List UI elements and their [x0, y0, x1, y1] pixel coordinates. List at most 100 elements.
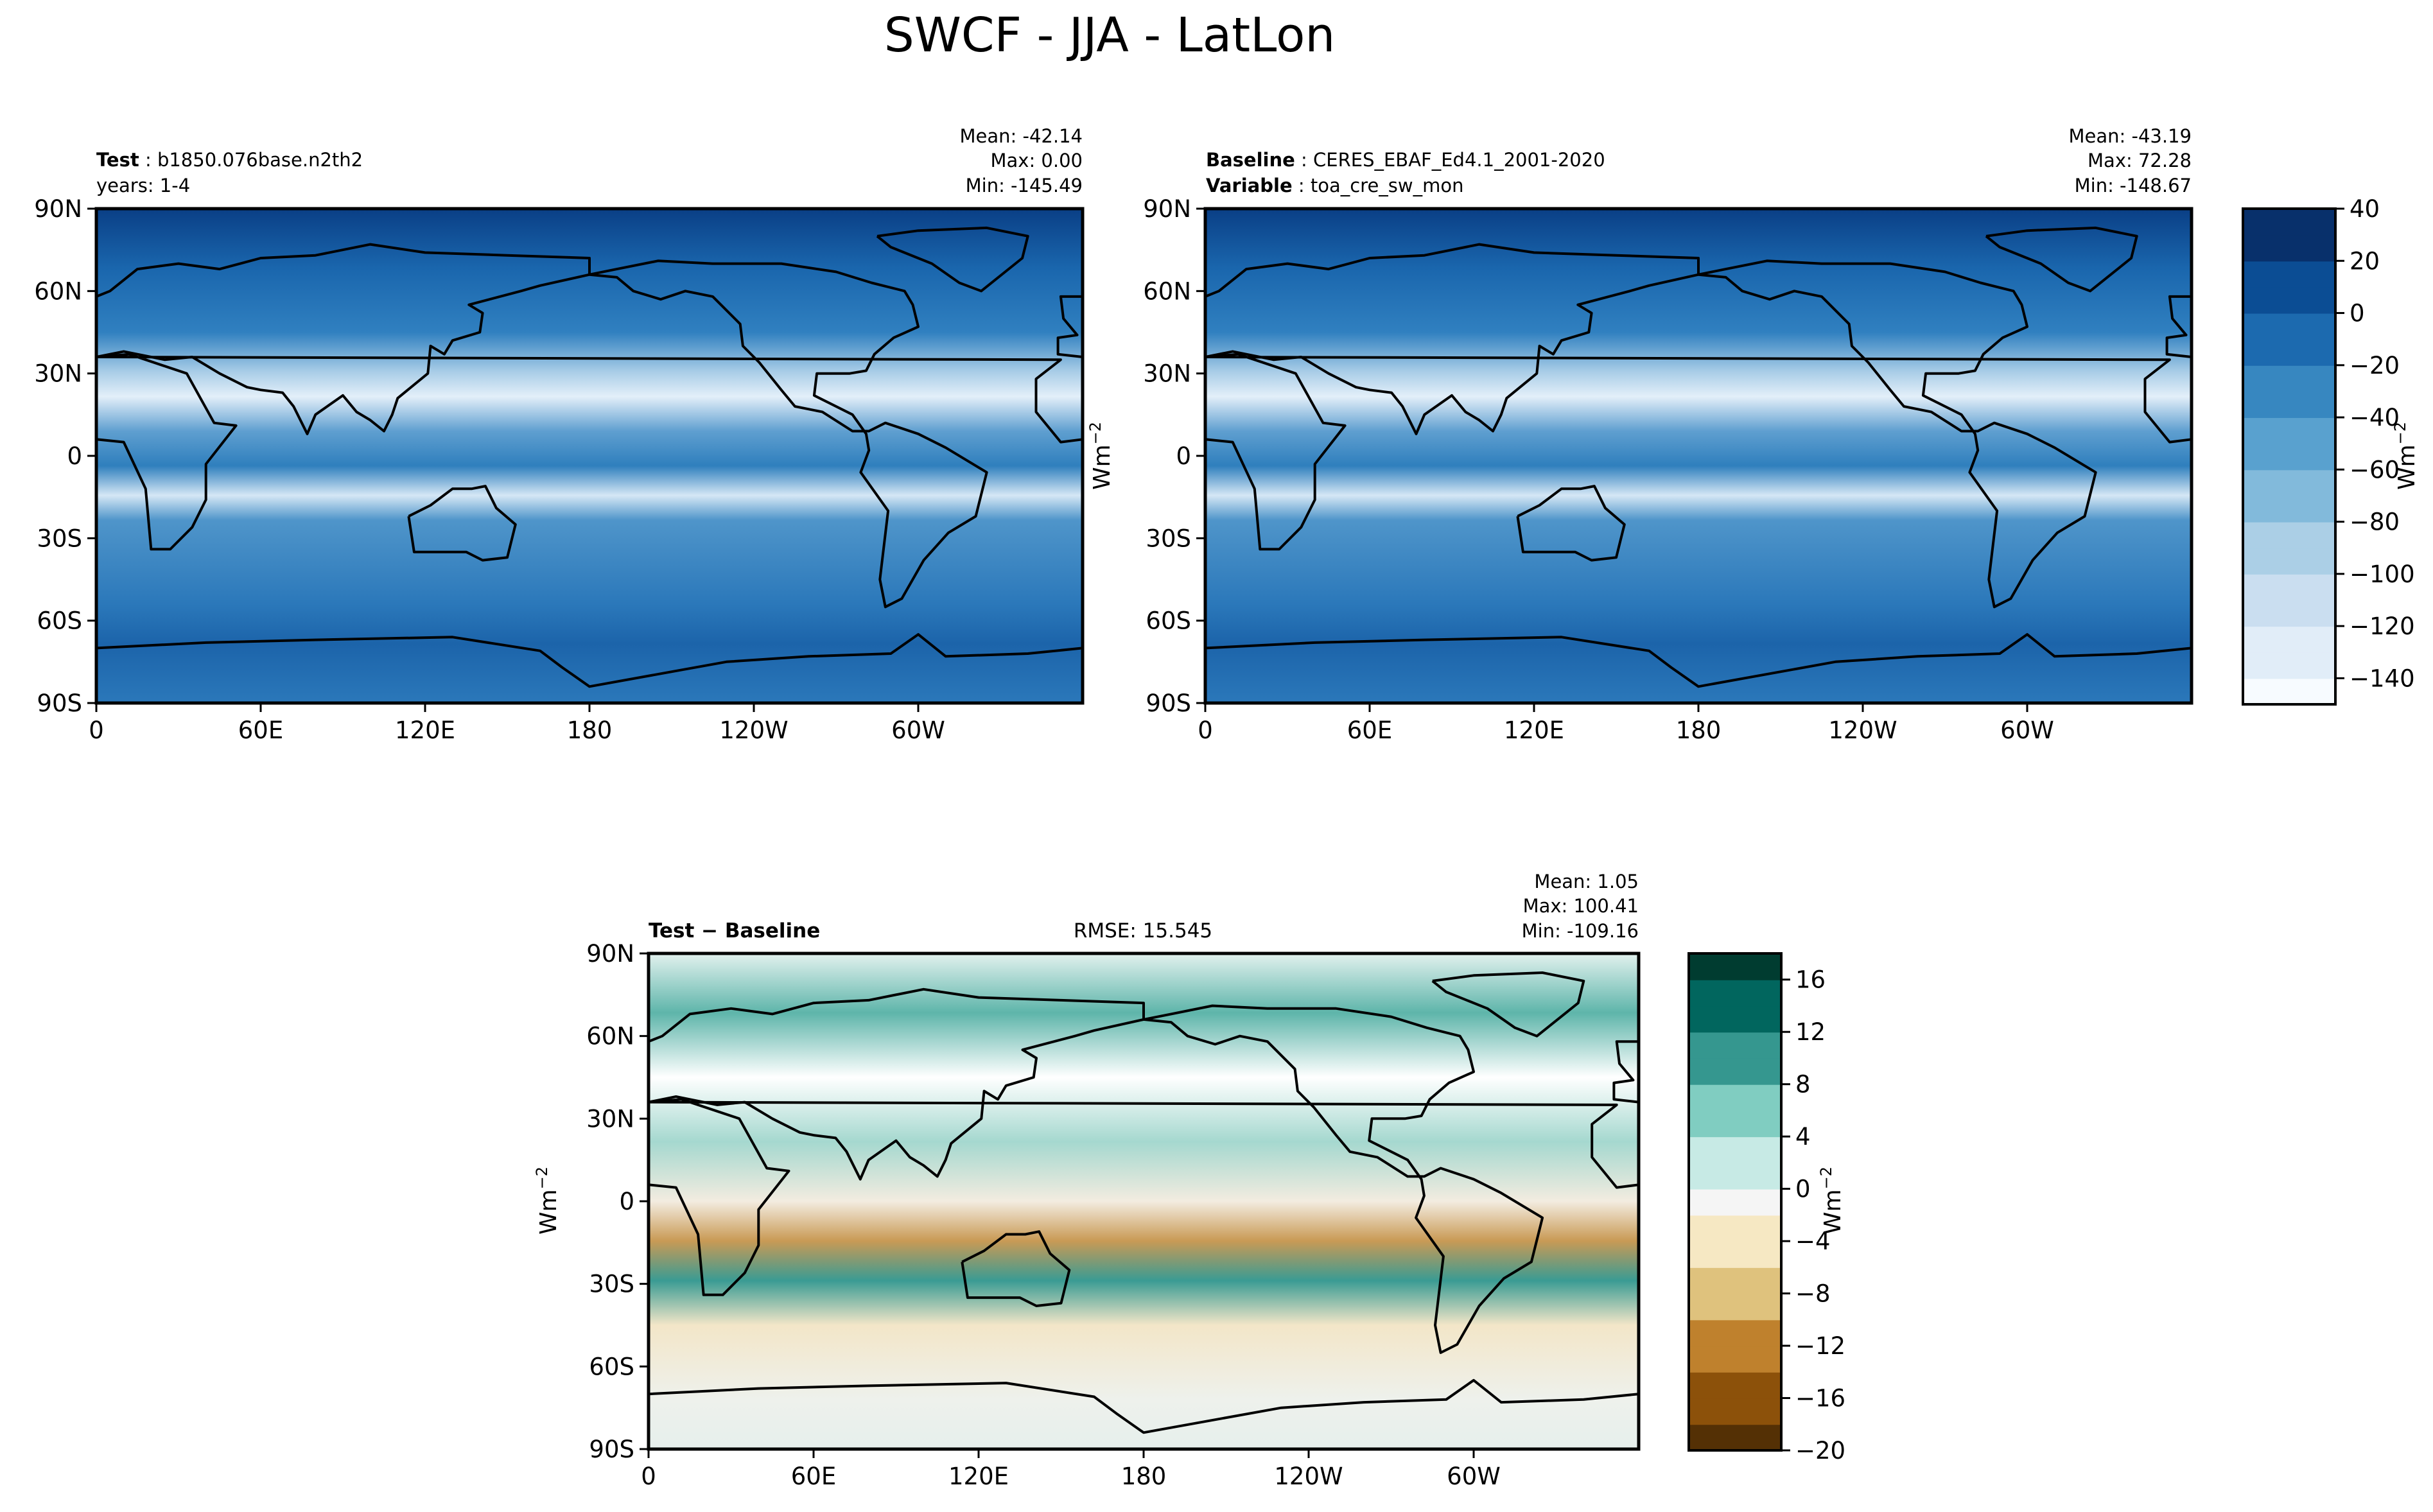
- colorbar-tick-label: −60: [2350, 456, 2400, 483]
- colorbar-tick-label: −16: [1795, 1385, 1845, 1412]
- diff-max: Max: 100.41: [1523, 895, 1639, 917]
- y-tick-label: 90S: [37, 690, 82, 717]
- colorbar-tick-label: −8: [1795, 1280, 1831, 1308]
- y-tick-label: 30N: [1143, 360, 1191, 388]
- coastline: [647, 1098, 1639, 1296]
- coastline: [96, 243, 591, 435]
- colorbar-swatch: [2243, 548, 2335, 575]
- diff-ylabel: Wm−2: [533, 1167, 562, 1235]
- diff-colorbar-ticks: 16 12 8 4 0 −4 −8 −12 −16 −20: [1781, 966, 1845, 1464]
- coastline: [1143, 1004, 1544, 1354]
- colorbar-swatch: [1689, 979, 1781, 1007]
- diff-colorbar: 16 12 8 4 0 −4 −8 −12 −16 −20 Wm−2: [1687, 952, 1846, 1464]
- y-tick-label: 60S: [37, 607, 82, 635]
- coastline: [407, 485, 517, 562]
- coastline: [1516, 485, 1626, 562]
- colorbar-tick-label: 20: [2350, 247, 2380, 275]
- coastline: [1698, 259, 2097, 609]
- diff-field: [649, 953, 1639, 1449]
- y-tick-label: 60N: [34, 277, 82, 305]
- baseline-colorbar: 40 20 0 −20 −40 −60 −80 −100 −120 −140 Wm−2: [2242, 195, 2420, 706]
- colorbar-tick-label: −80: [2350, 508, 2400, 536]
- coastline: [1056, 295, 1083, 358]
- diff-min: Min: -109.16: [1522, 920, 1639, 942]
- colorbar-swatch: [2243, 339, 2335, 366]
- y-tick-label: 30S: [37, 525, 82, 552]
- colorbar-tick-label: −140: [2350, 665, 2415, 692]
- baseline-panel: Baseline : CERES_EBAF_Ed4.1_2001-2020 Va…: [1086, 125, 2420, 744]
- colorbar-tick-label: 16: [1795, 966, 1826, 994]
- colorbar-swatch: [2243, 652, 2335, 679]
- colorbar-swatch: [2243, 626, 2335, 653]
- colorbar-tick-label: 12: [1795, 1018, 1826, 1046]
- coastline: [648, 987, 1145, 1181]
- diff-panel: Test − Baseline RMSE: 15.545 Mean: 1.05 …: [533, 871, 1846, 1490]
- x-tick-label: 180: [567, 717, 613, 744]
- diff-colorbar-swatches: [1689, 953, 1781, 1451]
- blues-colorbar-ticks: 40 20 0 −20 −40 −60 −80 −100 −120 −140: [2335, 195, 2415, 692]
- baseline-min: Min: -148.67: [2075, 175, 2192, 196]
- test-max: Max: 0.00: [990, 150, 1083, 171]
- colorbar-tick-label: −20: [2350, 352, 2400, 379]
- diff-mean: Mean: 1.05: [1534, 871, 1639, 892]
- colorbar-swatch: [1689, 1162, 1781, 1190]
- colorbar-swatch: [1689, 953, 1781, 980]
- colorbar-tick-label: −20: [1795, 1437, 1845, 1464]
- x-tick-label: 0: [1198, 717, 1213, 744]
- y-tick-label: 60S: [589, 1353, 634, 1380]
- blues-colorbar-label: Wm−2: [2391, 422, 2420, 490]
- colorbar-swatch: [1689, 1032, 1781, 1059]
- colorbar-swatch: [2243, 261, 2335, 288]
- colorbar-tick-label: −100: [2350, 560, 2415, 588]
- y-tick-label: 60S: [1146, 607, 1191, 635]
- x-tick-label: 60W: [891, 717, 945, 744]
- coastline: [95, 352, 1083, 551]
- colorbar-swatch: [2243, 469, 2335, 496]
- x-tick-label: 120W: [1828, 717, 1897, 744]
- y-tick-label: 0: [1176, 442, 1191, 470]
- test-years-label: years: 1-4: [96, 175, 190, 196]
- x-tick-label: 180: [1676, 717, 1722, 744]
- blues-colorbar-swatches: [2243, 209, 2335, 705]
- colorbar-swatch: [1689, 1293, 1781, 1321]
- colorbar-swatch: [1689, 1215, 1781, 1242]
- baseline-variable-label: Variable : toa_cre_sw_mon: [1206, 175, 1463, 196]
- coastline: [961, 1230, 1071, 1307]
- colorbar-swatch: [2243, 286, 2335, 314]
- colorbar-swatch: [1689, 1241, 1781, 1268]
- baseline-field: [1205, 209, 2192, 703]
- colorbar-swatch: [2243, 600, 2335, 627]
- y-tick-label: 60N: [1143, 277, 1191, 305]
- x-tick-label: 120E: [395, 717, 455, 744]
- y-tick-label: 90N: [586, 940, 634, 968]
- test-label: Test : b1850.076base.n2th2: [96, 149, 363, 171]
- colorbar-swatch: [2243, 209, 2335, 236]
- colorbar-swatch: [1689, 1136, 1781, 1163]
- colorbar-tick-label: 0: [1795, 1176, 1811, 1203]
- x-tick-label: 120W: [1274, 1463, 1343, 1490]
- colorbar-swatch: [1689, 1371, 1781, 1399]
- diff-map: 0 60E 120E 180 120W 60W 90N 60N 30N 0 30S 60S 90S: [586, 940, 1641, 1490]
- x-tick-label: 0: [641, 1463, 656, 1490]
- colorbar-tick-label: 4: [1795, 1123, 1811, 1151]
- baseline-map: 0 60E 120E 180 120W 60W 90N 60N 30N 0 30S 60S 90S: [1143, 195, 2193, 744]
- test-min: Min: -145.49: [966, 175, 1083, 196]
- colorbar-swatch: [1689, 1346, 1781, 1373]
- colorbar-swatch: [2243, 365, 2335, 392]
- test-panel: Test : b1850.076base.n2th2 years: 1-4 Me…: [34, 125, 1085, 744]
- y-tick-label: 30S: [1146, 525, 1191, 552]
- y-tick-label: 90S: [589, 1436, 634, 1463]
- coastline: [589, 259, 988, 609]
- colorbar-tick-label: −120: [2350, 613, 2415, 640]
- x-tick-label: 60E: [238, 717, 283, 744]
- colorbar-tick-label: 40: [2350, 195, 2380, 223]
- colorbar-swatch: [2243, 495, 2335, 523]
- x-tick-label: 60W: [2000, 717, 2054, 744]
- colorbar-swatch: [1689, 1084, 1781, 1111]
- colorbar-swatch: [1689, 1398, 1781, 1425]
- coastline: [648, 1378, 1639, 1434]
- diff-rmse: RMSE: 15.545: [1074, 919, 1212, 943]
- coastline: [2165, 295, 2192, 358]
- coastline: [96, 633, 1083, 688]
- colorbar-swatch: [2243, 678, 2335, 705]
